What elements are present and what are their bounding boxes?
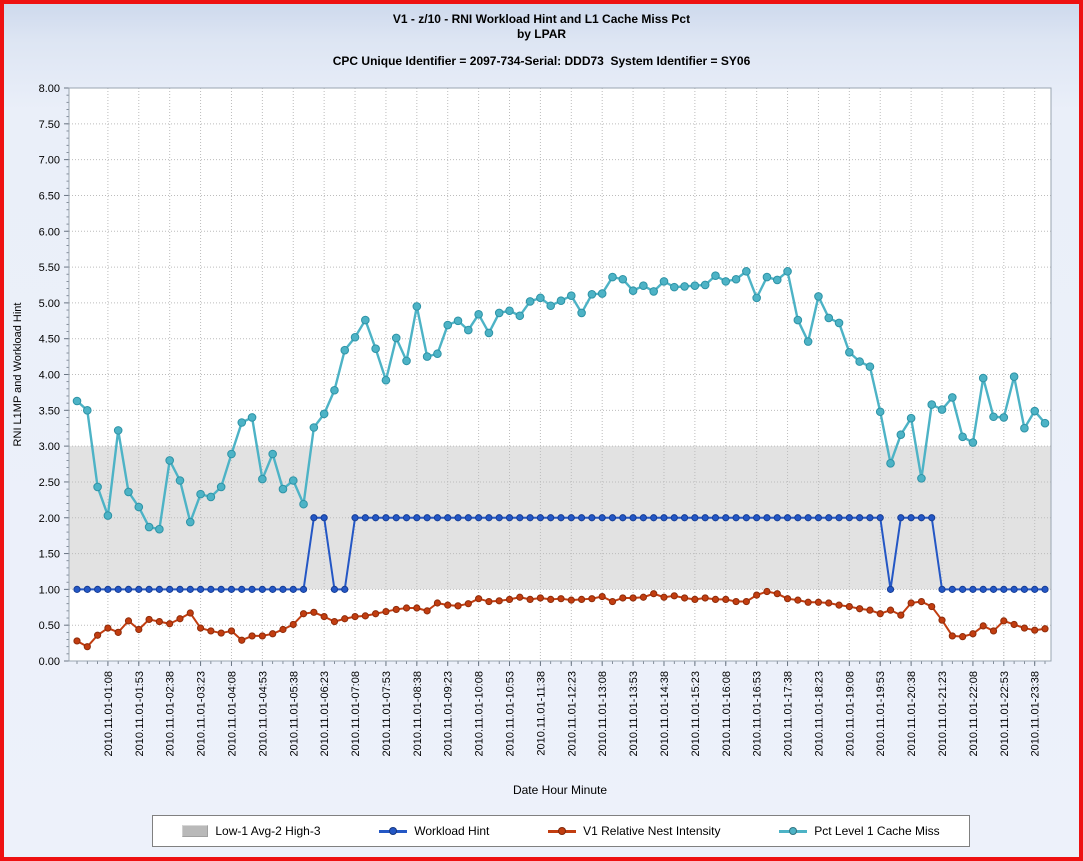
legend-label-cache-miss: Pct Level 1 Cache Miss <box>814 824 940 838</box>
svg-text:2.50: 2.50 <box>39 477 60 489</box>
svg-text:2010.11.01-01:53: 2010.11.01-01:53 <box>134 671 146 756</box>
line-marker-icon <box>779 825 808 837</box>
svg-text:2010.11.01-11:38: 2010.11.01-11:38 <box>535 671 547 756</box>
svg-text:8.00: 8.00 <box>39 83 60 95</box>
svg-text:2010.11.01-15:23: 2010.11.01-15:23 <box>690 671 702 756</box>
svg-text:2010.11.01-13:08: 2010.11.01-13:08 <box>597 671 609 756</box>
svg-text:2010.11.01-04:53: 2010.11.01-04:53 <box>257 671 269 756</box>
svg-text:6.50: 6.50 <box>39 190 60 202</box>
legend-item-rni[interactable]: V1 Relative Nest Intensity <box>548 824 721 838</box>
svg-text:2010.11.01-09:23: 2010.11.01-09:23 <box>443 671 455 756</box>
title-block: V1 - z/10 - RNI Workload Hint and L1 Cac… <box>4 12 1079 68</box>
svg-text:1.50: 1.50 <box>39 549 60 561</box>
svg-text:2010.11.01-13:53: 2010.11.01-13:53 <box>628 671 640 756</box>
chart-title-line2: by LPAR <box>516 27 567 41</box>
svg-text:2010.11.01-19:08: 2010.11.01-19:08 <box>844 671 856 756</box>
band-swatch-icon <box>182 825 209 837</box>
chart-subtitle: CPC Unique Identifier = 2097-734-Serial:… <box>332 54 751 68</box>
svg-text:2010.11.01-17:38: 2010.11.01-17:38 <box>783 671 795 756</box>
svg-text:5.00: 5.00 <box>39 298 60 310</box>
svg-text:2010.11.01-03:23: 2010.11.01-03:23 <box>196 671 208 756</box>
legend-label-band: Low-1 Avg-2 High-3 <box>215 824 321 838</box>
legend-item-band[interactable]: Low-1 Avg-2 High-3 <box>182 824 321 838</box>
svg-text:2010.11.01-12:23: 2010.11.01-12:23 <box>566 671 578 756</box>
svg-text:2010.11.01-18:23: 2010.11.01-18:23 <box>813 671 825 756</box>
svg-text:2010.11.01-06:23: 2010.11.01-06:23 <box>319 671 331 756</box>
svg-text:2010.11.01-10:08: 2010.11.01-10:08 <box>474 671 486 756</box>
svg-text:2010.11.01-22:53: 2010.11.01-22:53 <box>999 671 1011 756</box>
legend-label-rni: V1 Relative Nest Intensity <box>583 824 721 838</box>
svg-text:4.50: 4.50 <box>39 334 60 346</box>
series-pct-level-1-cache-miss <box>72 267 1050 534</box>
svg-text:2.00: 2.00 <box>39 513 60 525</box>
svg-text:1.00: 1.00 <box>39 584 60 596</box>
svg-text:2010.11.01-05:38: 2010.11.01-05:38 <box>288 671 300 756</box>
svg-text:2010.11.01-19:53: 2010.11.01-19:53 <box>875 671 887 756</box>
chart-title-line1: V1 - z/10 - RNI Workload Hint and L1 Cac… <box>392 12 691 26</box>
svg-text:2010.11.01-08:38: 2010.11.01-08:38 <box>412 671 424 756</box>
svg-text:2010.11.01-20:38: 2010.11.01-20:38 <box>906 671 918 756</box>
axis-labels: 0.00 0.50 1.00 1.50 2.00 2.50 3.00 3.50 4.00 4.50… <box>39 83 1042 756</box>
svg-text:2010.11.01-10:53: 2010.11.01-10:53 <box>505 671 517 756</box>
gridlines <box>69 88 1051 661</box>
svg-text:2010.11.01-02:38: 2010.11.01-02:38 <box>165 671 177 756</box>
svg-text:0.00: 0.00 <box>39 656 60 668</box>
legend: Low-1 Avg-2 High-3 Workload Hint V1 Rela… <box>152 815 970 847</box>
svg-text:5.50: 5.50 <box>39 262 60 274</box>
svg-text:7.00: 7.00 <box>39 155 60 167</box>
chart-canvas: 0.00 0.50 1.00 1.50 2.00 2.50 3.00 3.50 4.00 4.50… <box>12 83 1052 797</box>
svg-text:2010.11.01-07:53: 2010.11.01-07:53 <box>381 671 393 756</box>
svg-text:4.00: 4.00 <box>39 370 60 382</box>
svg-text:2010.11.01-23:38: 2010.11.01-23:38 <box>1030 671 1042 756</box>
svg-text:2010.11.01-16:53: 2010.11.01-16:53 <box>752 671 764 756</box>
series-workload-hint <box>73 514 1049 593</box>
legend-item-workload-hint[interactable]: Workload Hint <box>379 824 489 838</box>
svg-text:3.00: 3.00 <box>39 441 60 453</box>
svg-text:2010.11.01-04:08: 2010.11.01-04:08 <box>226 671 238 756</box>
svg-text:2010.11.01-21:23: 2010.11.01-21:23 <box>937 671 949 756</box>
svg-text:2010.11.01-16:08: 2010.11.01-16:08 <box>721 671 733 756</box>
line-marker-icon <box>548 825 577 837</box>
plot-frame <box>68 87 1052 662</box>
line-marker-icon <box>379 825 408 837</box>
x-axis-title: Date Hour Minute <box>513 783 607 797</box>
svg-text:2010.11.01-01:08: 2010.11.01-01:08 <box>103 671 115 756</box>
legend-label-workload-hint: Workload Hint <box>414 824 490 838</box>
svg-text:7.50: 7.50 <box>39 119 60 131</box>
svg-text:0.50: 0.50 <box>39 620 60 632</box>
legend-item-cache-miss[interactable]: Pct Level 1 Cache Miss <box>779 824 940 838</box>
svg-text:3.50: 3.50 <box>39 405 60 417</box>
series-v1-relative-nest-intensity <box>73 587 1049 651</box>
svg-text:2010.11.01-14:38: 2010.11.01-14:38 <box>659 671 671 756</box>
svg-text:2010.11.01-22:08: 2010.11.01-22:08 <box>968 671 980 756</box>
y-axis-title: RNI L1MP and Workload Hint <box>12 303 24 447</box>
svg-text:2010.11.01-07:08: 2010.11.01-07:08 <box>350 671 362 756</box>
svg-text:6.00: 6.00 <box>39 226 60 238</box>
